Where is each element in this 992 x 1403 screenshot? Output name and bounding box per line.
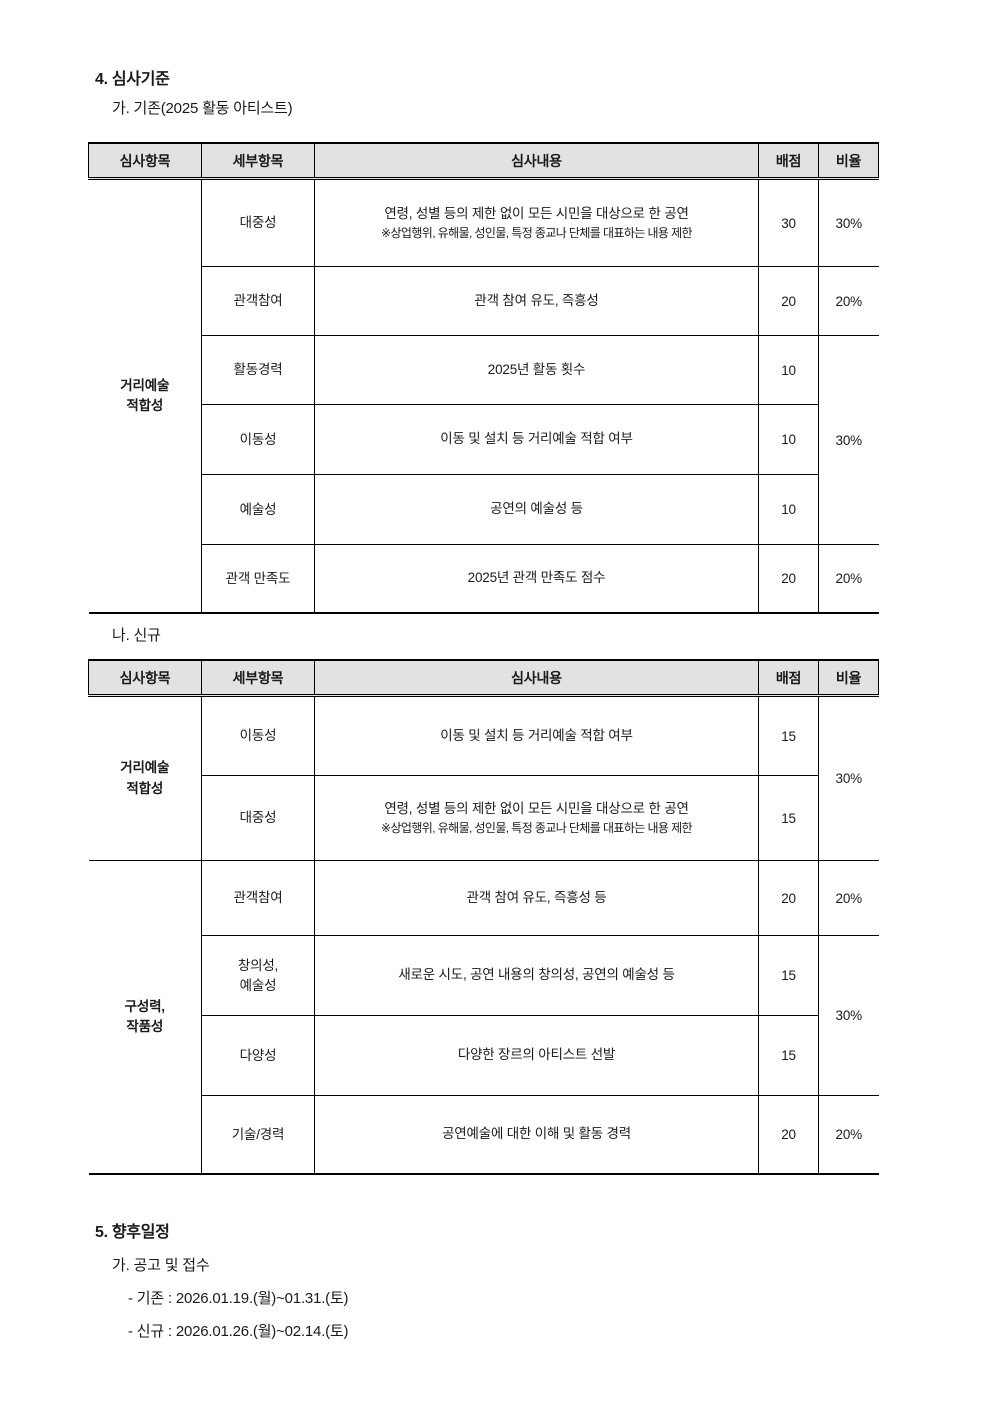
detail-cell: 예술성 [201, 474, 315, 545]
section4-sub-b: 나. 신규 [112, 627, 161, 644]
table-row: 창의성, 예술성 새로운 시도, 공연 내용의 창의성, 공연의 예술성 등 1… [89, 935, 879, 1096]
table-row: 활동경력 2025년 활동 횟수 10 30% [89, 335, 879, 545]
table-row: 거리예술 적합성 이동성 이동 및 설치 등 거리예술 적합 여부 15 30% [88, 695, 879, 861]
detail-cell: 기술/경력 [201, 1095, 315, 1175]
schedule-line-existing: - 기존 : 2026.01.19.(월)~01.31.(토) [128, 1290, 349, 1307]
section5-title: 5. 향후일정 [95, 1224, 170, 1241]
content-cell: 관객 참여 유도, 즉흥성 등 [314, 860, 759, 936]
content-main: 연령, 성별 등의 제한 없이 모든 시민을 대상으로 한 공연 [384, 800, 689, 816]
column-header-content: 심사내용 [314, 659, 759, 697]
content-cell: 공연의 예술성 등 [314, 474, 759, 545]
evaluation-table-new: 심사항목 세부항목 심사내용 배점 비율 거리예술 적합성 이동성 이동 및 설… [88, 659, 879, 1175]
content-main: 2025년 관객 만족도 점수 [467, 570, 606, 586]
table-row: 이동성 이동 및 설치 등 거리예술 적합 여부 10 [89, 404, 879, 475]
table-new-wrap: 심사항목 세부항목 심사내용 배점 비율 거리예술 적합성 이동성 이동 및 설… [88, 659, 880, 1175]
content-main: 이동 및 설치 등 거리예술 적합 여부 [440, 727, 633, 743]
table-row: 거리예술 적합성 대중성 연령, 성별 등의 제한 없이 모든 시민을 대상으로… [88, 178, 879, 614]
score-cell: 10 [758, 474, 819, 545]
ratio-cell-merged: 30% [818, 935, 879, 1096]
category-cell: 구성력, 작품성 [88, 860, 202, 1175]
content-main: 연령, 성별 등의 제한 없이 모든 시민을 대상으로 한 공연 [384, 205, 689, 221]
column-header-category: 심사항목 [88, 659, 202, 697]
content-cell: 이동 및 설치 등 거리예술 적합 여부 [314, 404, 759, 475]
content-cell: 2025년 활동 횟수 [314, 335, 759, 405]
table-row: 관객 만족도 2025년 관객 만족도 점수 20 20% [89, 544, 879, 614]
column-header-score: 배점 [758, 659, 819, 697]
section4-sub-a: 가. 기존(2025 활동 아티스트) [112, 100, 293, 117]
column-header-content: 심사내용 [314, 142, 759, 180]
content-cell: 관객 참여 유도, 즉흥성 [314, 266, 759, 336]
column-header-category: 심사항목 [88, 142, 202, 180]
table-header-row: 심사항목 세부항목 심사내용 배점 비율 [88, 659, 879, 697]
content-main: 관객 참여 유도, 즉흥성 [474, 292, 599, 308]
score-cell: 30 [758, 178, 819, 267]
table-row: 예술성 공연의 예술성 등 10 [89, 474, 879, 545]
content-main: 다양한 장르의 아티스트 선발 [457, 1047, 616, 1063]
score-cell: 20 [758, 544, 819, 614]
detail-cell: 관객 만족도 [201, 544, 315, 614]
category-cell: 거리예술 적합성 [88, 695, 202, 861]
evaluation-table-existing: 심사항목 세부항목 심사내용 배점 비율 거리예술 적합성 대중성 연령, 성별… [88, 142, 879, 614]
detail-cell: 관객참여 [201, 860, 315, 936]
table-row: 다양성 다양한 장르의 아티스트 선발 15 [89, 1015, 879, 1096]
table-row: 대중성 연령, 성별 등의 제한 없이 모든 시민을 대상으로 한 공연 ※상업… [89, 775, 879, 861]
column-header-ratio: 비율 [818, 659, 879, 697]
detail-cell: 다양성 [201, 1015, 315, 1096]
score-cell: 10 [758, 404, 819, 475]
table-row: 기술/경력 공연예술에 대한 이해 및 활동 경력 20 20% [89, 1095, 879, 1175]
score-cell: 15 [758, 1015, 819, 1096]
table-existing-wrap: 심사항목 세부항목 심사내용 배점 비율 거리예술 적합성 대중성 연령, 성별… [88, 142, 880, 614]
detail-cell: 이동성 [201, 404, 315, 475]
ratio-cell-merged: 30% [818, 335, 879, 545]
score-cell: 15 [758, 775, 819, 861]
table-row: 구성력, 작품성 관객참여 관객 참여 유도, 즉흥성 등 20 20% [88, 860, 879, 1175]
schedule-line-new: - 신규 : 2026.01.26.(월)~02.14.(토) [128, 1323, 349, 1340]
ratio-cell-merged: 30% [818, 695, 879, 861]
score-cell: 15 [758, 935, 819, 1016]
content-note: ※상업행위, 유해물, 성인물, 특정 종교나 단체를 대표하는 내용 제한 [381, 226, 693, 241]
detail-cell: 창의성, 예술성 [201, 935, 315, 1016]
content-cell: 공연예술에 대한 이해 및 활동 경력 [314, 1095, 759, 1175]
score-cell: 20 [758, 860, 819, 936]
content-note: ※상업행위, 유해물, 성인물, 특정 종교나 단체를 대표하는 내용 제한 [381, 821, 693, 836]
detail-cell: 이동성 [201, 695, 315, 776]
content-cell: 연령, 성별 등의 제한 없이 모든 시민을 대상으로 한 공연 ※상업행위, … [314, 178, 759, 267]
table-row: 관객참여 관객 참여 유도, 즉흥성 20 20% [89, 266, 879, 336]
score-cell: 10 [758, 335, 819, 405]
section5-sub-a: 가. 공고 및 접수 [112, 1257, 210, 1274]
detail-cell: 관객참여 [201, 266, 315, 336]
content-cell: 새로운 시도, 공연 내용의 창의성, 공연의 예술성 등 [314, 935, 759, 1016]
content-cell: 이동 및 설치 등 거리예술 적합 여부 [314, 695, 759, 776]
column-header-detail: 세부항목 [201, 659, 315, 697]
column-header-detail: 세부항목 [201, 142, 315, 180]
score-cell: 15 [758, 695, 819, 776]
table-header-row: 심사항목 세부항목 심사내용 배점 비율 [88, 142, 879, 180]
category-cell: 거리예술 적합성 [88, 178, 202, 614]
ratio-cell: 20% [818, 544, 879, 614]
column-header-ratio: 비율 [818, 142, 879, 180]
content-main: 2025년 활동 횟수 [487, 361, 586, 377]
content-main: 관객 참여 유도, 즉흥성 등 [466, 889, 607, 905]
column-header-score: 배점 [758, 142, 819, 180]
score-cell: 20 [758, 1095, 819, 1175]
ratio-cell: 20% [818, 860, 879, 936]
content-main: 공연예술에 대한 이해 및 활동 경력 [442, 1126, 631, 1142]
content-cell: 연령, 성별 등의 제한 없이 모든 시민을 대상으로 한 공연 ※상업행위, … [314, 775, 759, 861]
section4-title: 4. 심사기준 [95, 71, 170, 88]
content-main: 이동 및 설치 등 거리예술 적합 여부 [440, 431, 633, 447]
content-cell: 2025년 관객 만족도 점수 [314, 544, 759, 614]
page: 4. 심사기준 가. 기존(2025 활동 아티스트) 심사항목 세부항목 심사… [88, 71, 880, 1340]
detail-cell: 활동경력 [201, 335, 315, 405]
ratio-cell: 20% [818, 1095, 879, 1175]
score-cell: 20 [758, 266, 819, 336]
content-main: 새로운 시도, 공연 내용의 창의성, 공연의 예술성 등 [398, 967, 675, 983]
content-cell: 다양한 장르의 아티스트 선발 [314, 1015, 759, 1096]
content-main: 공연의 예술성 등 [490, 501, 583, 517]
ratio-cell: 20% [818, 266, 879, 336]
detail-cell: 대중성 [201, 178, 315, 267]
ratio-cell: 30% [818, 178, 879, 267]
detail-cell: 대중성 [201, 775, 315, 861]
